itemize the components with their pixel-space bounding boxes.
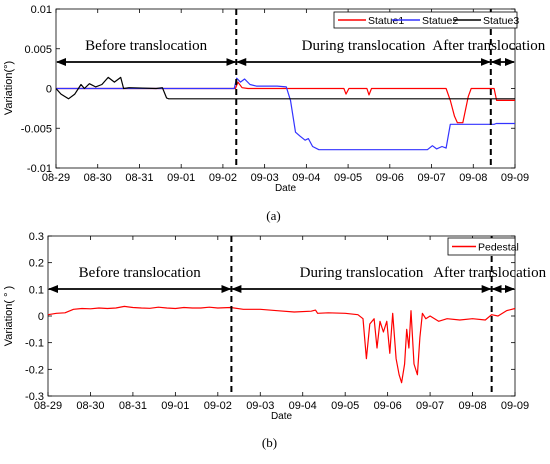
x-tick-label: 09-07 <box>416 400 444 412</box>
x-tick-label: 09-04 <box>289 400 317 412</box>
x-tick-label: 09-02 <box>204 400 232 412</box>
x-tick-label: 08-29 <box>42 172 70 184</box>
phase-annotation: After translocation <box>432 38 545 54</box>
panel-label: (a) <box>266 208 280 223</box>
series-line-statue1 <box>56 81 515 124</box>
y-axis-label: Variation( ° ) <box>3 286 15 346</box>
phase-annotation: After translocation <box>433 265 546 281</box>
y-tick-label: -0.005 <box>21 123 52 135</box>
legend-label: Statue2 <box>422 15 458 27</box>
x-tick-label: 09-01 <box>161 400 189 412</box>
x-tick-label: 08-30 <box>76 400 104 412</box>
x-tick-label: 09-04 <box>292 172 320 184</box>
x-tick-label: 09-03 <box>251 172 279 184</box>
y-tick-label: -0.01 <box>27 163 52 175</box>
x-tick-label: 09-07 <box>417 172 445 184</box>
y-tick-label: -0.2 <box>25 364 44 376</box>
x-tick-label: 08-29 <box>34 400 62 412</box>
phase-annotation: Before translocation <box>79 265 202 281</box>
y-tick-label: 0.005 <box>24 44 52 56</box>
chart-panel-2: 0.3 0.2 0.1 0 -0.1 -0.2 -0.308-29 08-30 08-31 09-… <box>3 231 547 450</box>
phase-annotation: During translocation <box>300 265 424 281</box>
x-tick-label: 09-02 <box>209 172 237 184</box>
y-tick-label: 0 <box>38 311 44 323</box>
legend-label: Statue3 <box>483 15 519 27</box>
x-tick-label: 08-30 <box>84 172 112 184</box>
x-tick-label: 09-05 <box>334 172 362 184</box>
series-line-statue3 <box>55 76 515 100</box>
x-tick-label: 09-09 <box>501 400 529 412</box>
x-tick-label: 09-09 <box>501 172 529 184</box>
y-tick-label: 0.2 <box>29 258 44 270</box>
phase-annotation: Before translocation <box>85 38 208 54</box>
plot-frame <box>47 235 516 397</box>
series-line-statue2 <box>56 77 515 151</box>
x-axis-label: Date <box>271 411 293 422</box>
x-tick-label: 09-03 <box>246 400 274 412</box>
x-axis-label: Date <box>275 183 297 194</box>
y-tick-label: 0.3 <box>29 231 44 243</box>
panel-label: (b) <box>262 435 277 450</box>
y-axis-label: Variation(°) <box>3 61 15 115</box>
y-tick-label: -0.1 <box>25 338 44 350</box>
x-tick-label: 09-06 <box>374 400 402 412</box>
x-tick-label: 08-31 <box>125 172 153 184</box>
x-tick-label: 09-06 <box>376 172 404 184</box>
x-tick-label: 09-01 <box>167 172 195 184</box>
y-tick-label: 0.1 <box>29 284 44 296</box>
legend-box <box>447 237 516 256</box>
legend-label: Pedestal <box>478 242 519 254</box>
series-line-pedestal <box>47 305 516 384</box>
x-tick-label: 09-05 <box>331 400 359 412</box>
legend-label: Statue1 <box>368 15 404 27</box>
x-tick-label: 09-08 <box>458 400 486 412</box>
x-tick-label: 08-31 <box>119 400 147 412</box>
y-tick-label: -0.3 <box>25 391 44 403</box>
x-tick-label: 09-08 <box>459 172 487 184</box>
y-tick-label: 0 <box>46 84 52 96</box>
y-tick-label: 0.01 <box>31 4 52 16</box>
legend-box <box>333 11 518 29</box>
phase-annotation: During translocation <box>302 38 426 54</box>
